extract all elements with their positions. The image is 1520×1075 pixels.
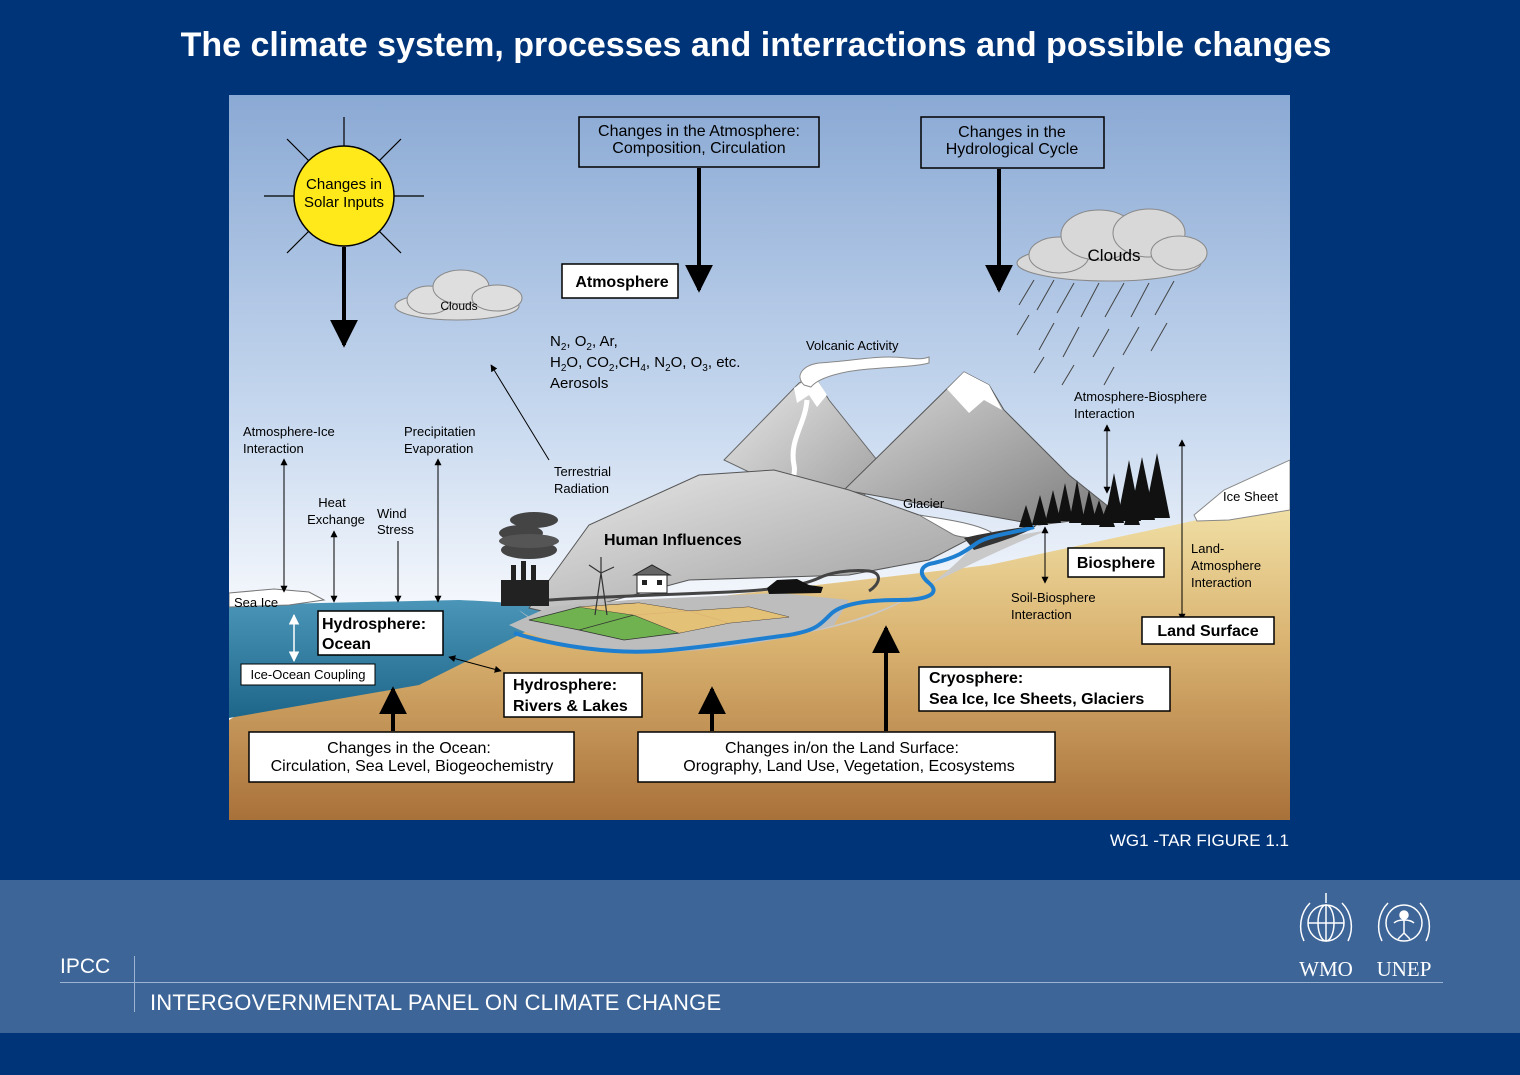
footer-divider-bar xyxy=(134,956,135,1012)
cryo-line1: Cryosphere: xyxy=(929,670,1023,687)
footer-acronym: IPCC xyxy=(60,955,111,978)
footer-band xyxy=(0,880,1520,1033)
mountain-right xyxy=(842,371,1121,526)
cloud-big-label: Clouds xyxy=(1088,246,1141,265)
land-changes-line1: Changes in/on the Land Surface: xyxy=(725,740,959,757)
ice-sheet-label: Ice Sheet xyxy=(1223,489,1278,504)
ice-ocean-box xyxy=(240,663,376,686)
ocean xyxy=(229,600,559,718)
footer-divider-line xyxy=(60,982,1443,983)
climate-system-diagram: Changes in Solar Inputs Clouds Clouds Ch… xyxy=(229,95,1290,820)
ocean-rivers-arrow xyxy=(448,655,502,673)
forest xyxy=(1019,453,1170,527)
wind-line2: Stress xyxy=(377,522,414,537)
human-label: Human Influences xyxy=(604,532,742,549)
volcanic-plume xyxy=(799,356,930,388)
atmosphere-label: Atmosphere xyxy=(575,274,668,291)
footer-full-name: INTERGOVERNMENTAL PANEL ON CLIMATE CHANG… xyxy=(150,990,722,1015)
cloud-small-label: Clouds xyxy=(440,299,477,313)
terrestrial-line1: Terrestrial xyxy=(554,464,611,479)
land-changes-line2: Orography, Land Use, Vegetation, Ecosyst… xyxy=(683,758,1014,775)
ocean-changes-line1: Changes in the Ocean: xyxy=(327,740,491,757)
glacier-label: Glacier xyxy=(903,496,945,511)
hydro-ocean-box xyxy=(317,610,444,656)
wind-line1: Wind xyxy=(377,506,407,521)
cloud-small xyxy=(394,269,523,321)
unep-emblem-icon xyxy=(1377,902,1431,942)
hydro-rivers-line1: Hydrosphere: xyxy=(513,677,617,694)
sun xyxy=(264,117,424,275)
hydro-changes-line1: Changes in the xyxy=(958,124,1066,141)
hydro-ocean-line1: Hydrosphere: xyxy=(322,616,426,633)
atm-bio-line2: Interaction xyxy=(1074,406,1135,421)
ocean-changes-line2: Circulation, Sea Level, Biogeochemistry xyxy=(271,758,554,775)
land-atm-line1: Land- xyxy=(1191,541,1224,556)
unep-label: UNEP xyxy=(1376,957,1432,981)
ice-sheet xyxy=(1193,459,1290,522)
gases-line3: Aerosols xyxy=(550,375,608,392)
hydro-rivers-box xyxy=(503,672,643,718)
sea-ice xyxy=(229,588,326,608)
factory xyxy=(499,512,559,606)
heat-line2: Exchange xyxy=(307,512,365,527)
atm-ice-line1: Atmosphere-Ice xyxy=(243,424,335,439)
terrestrial-line2: Radiation xyxy=(554,481,609,496)
ice-ocean-label: Ice-Ocean Coupling xyxy=(251,667,366,682)
wmo-emblem-icon xyxy=(1299,893,1353,942)
page-title: The climate system, processes and interr… xyxy=(180,26,1332,64)
sea-ice-label: Sea Ice xyxy=(234,595,278,610)
atm-changes-line1: Changes in the Atmosphere: xyxy=(598,123,800,140)
house xyxy=(632,564,672,594)
gases-line1: N2, O2, Ar, xyxy=(550,333,618,353)
rain xyxy=(1016,279,1175,386)
cloud-big xyxy=(1016,208,1208,282)
cryo-box xyxy=(918,666,1171,712)
glacier-tongue xyxy=(918,514,992,539)
atm-changes-line2: Composition, Circulation xyxy=(612,140,785,157)
solar-label-1: Changes in xyxy=(306,176,382,193)
hydro-rivers-line2: Rivers & Lakes xyxy=(513,698,628,715)
hydro-changes-box xyxy=(920,116,1105,169)
land-surface-box xyxy=(1141,616,1275,645)
figure-caption: WG1 -TAR FIGURE 1.1 xyxy=(1109,831,1289,850)
hydro-changes-line2: Hydrological Cycle xyxy=(946,141,1079,158)
heat-line1: Heat xyxy=(318,495,346,510)
volcanic-label: Volcanic Activity xyxy=(806,338,899,353)
biosphere-label: Biosphere xyxy=(1077,555,1155,572)
hydro-ocean-line2: Ocean xyxy=(322,636,371,653)
cryo-line2: Sea Ice, Ice Sheets, Glaciers xyxy=(929,691,1144,708)
precip-line2: Evaporation xyxy=(404,441,473,456)
land-surface-label: Land Surface xyxy=(1157,623,1258,640)
precip-line1: Precipitatien xyxy=(404,424,476,439)
land-atm-line3: Interaction xyxy=(1191,575,1252,590)
atm-bio-line1: Atmosphere-Biosphere xyxy=(1074,389,1207,404)
ocean-changes-box xyxy=(248,731,575,783)
windmill xyxy=(588,557,615,616)
unep-logo: UNEP xyxy=(1369,893,1439,982)
atm-changes-box xyxy=(578,116,820,168)
land-atm-line2: Atmosphere xyxy=(1191,558,1261,573)
terrestrial-arrow xyxy=(490,364,550,461)
land-changes-box xyxy=(637,731,1056,783)
gases-line2: H2O, CO2,CH4, N2O, O3, etc. xyxy=(550,354,740,374)
wmo-logo: WMO xyxy=(1291,893,1361,982)
solar-label-2: Solar Inputs xyxy=(304,194,384,211)
mountain-right-snow xyxy=(947,372,1002,413)
atmosphere-box xyxy=(561,263,679,299)
atm-ice-line2: Interaction xyxy=(243,441,304,456)
soil-bio-line1: Soil-Biosphere xyxy=(1011,590,1096,605)
wmo-label: WMO xyxy=(1299,957,1353,981)
car xyxy=(767,579,823,594)
biosphere-box xyxy=(1067,547,1165,578)
farm-fields-tan xyxy=(579,603,789,633)
river xyxy=(513,525,1035,654)
soil-bio-line2: Interaction xyxy=(1011,607,1072,622)
